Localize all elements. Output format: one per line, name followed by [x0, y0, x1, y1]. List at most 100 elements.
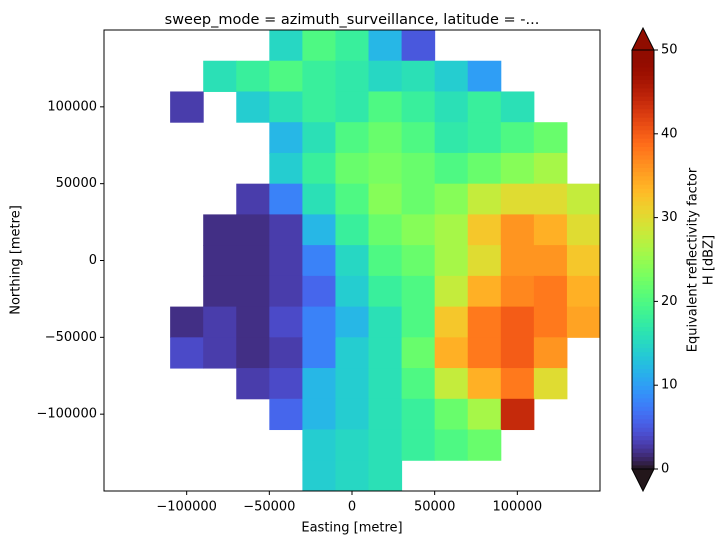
heatmap-cell	[434, 60, 469, 92]
heatmap-cell	[401, 60, 436, 92]
colorbar-swatch	[632, 217, 654, 223]
heatmap-cell	[269, 214, 303, 246]
heatmap-cell	[533, 306, 568, 338]
colorbar-extend	[631, 468, 655, 493]
colorbar-swatch	[632, 129, 654, 135]
heatmap-cell	[302, 368, 336, 400]
colorbar-swatch	[632, 305, 654, 311]
heatmap-cell	[335, 275, 370, 308]
colorbar-swatch	[632, 401, 654, 407]
heatmap-cell	[335, 368, 370, 400]
colorbar-swatch	[632, 381, 654, 386]
heatmap-cell	[401, 30, 436, 62]
heatmap-cell	[203, 245, 237, 277]
colorbar-swatch	[632, 83, 654, 89]
x-tick-label: 50000	[414, 500, 455, 515]
heatmap-cell	[368, 398, 403, 431]
x-tick-label: −50000	[243, 500, 295, 515]
heatmap-cell	[203, 60, 237, 92]
heatmap-cell	[269, 368, 303, 400]
colorbar-swatch	[632, 263, 654, 269]
heatmap-cell	[203, 337, 237, 369]
heatmap-cell	[467, 306, 502, 338]
heatmap-cell	[269, 275, 303, 308]
heatmap-cell	[533, 183, 568, 215]
colorbar-swatch	[632, 418, 654, 424]
heatmap-cell	[236, 214, 270, 246]
colorbar-swatch	[632, 301, 654, 307]
colorbar-swatch	[632, 79, 654, 85]
heatmap-cell	[368, 245, 403, 277]
heatmap-cell	[236, 275, 270, 308]
heatmap-cell	[368, 429, 403, 461]
heatmap-cell	[467, 91, 502, 123]
heatmap-cell	[566, 306, 601, 338]
colorbar-swatch	[632, 167, 654, 173]
heatmap-cell	[368, 275, 403, 308]
heatmap-cell	[467, 429, 502, 461]
colorbar-swatch	[632, 376, 654, 382]
heatmap-cell	[335, 337, 370, 369]
colorbar-swatch	[632, 427, 654, 432]
heatmap-cell	[566, 275, 601, 308]
y-tick-label: 100000	[47, 99, 97, 114]
heatmap-cell	[500, 368, 535, 400]
chart-title: sweep_mode = azimuth_surveillance, latit…	[165, 12, 540, 28]
heatmap-cell	[302, 429, 336, 461]
y-axis-label: Northing [metre]	[9, 205, 24, 315]
colorbar-swatch	[632, 347, 654, 353]
colorbar-swatch	[632, 96, 654, 101]
heatmap-cell	[434, 214, 469, 246]
colorbar-swatch	[632, 154, 654, 160]
colorbar-swatch	[632, 242, 654, 248]
heatmap-cell	[434, 183, 469, 215]
heatmap-cell	[467, 183, 502, 215]
heatmap-cell	[434, 152, 469, 185]
colorbar-swatch	[632, 221, 654, 227]
heatmap-cell	[302, 337, 336, 369]
colorbar-swatch	[632, 255, 654, 261]
x-tick-label: −100000	[156, 500, 217, 515]
colorbar-tick-label: 40	[661, 126, 678, 141]
colorbar-swatch	[632, 309, 654, 315]
heatmap-cell	[203, 306, 237, 338]
colorbar-swatch	[632, 456, 654, 462]
heatmap-cell	[368, 183, 403, 215]
heatmap-cell	[401, 214, 436, 246]
heatmap-cell	[401, 368, 436, 400]
heatmap-cell	[401, 306, 436, 338]
heatmap-cell	[236, 183, 270, 215]
heatmap-cell	[467, 368, 502, 400]
heatmap-cell	[269, 337, 303, 369]
heatmap-cell	[566, 214, 601, 246]
heatmap-cell	[500, 152, 535, 185]
colorbar-swatch	[632, 137, 654, 143]
colorbar-swatch	[632, 431, 654, 437]
heatmap-cell	[236, 306, 270, 338]
heatmap-cell	[467, 122, 502, 154]
colorbar-swatch	[632, 452, 654, 458]
colorbar-swatch	[632, 50, 654, 55]
colorbar-swatch	[632, 368, 654, 374]
x-tick-label: 100000	[493, 500, 543, 515]
colorbar-swatch	[632, 58, 654, 64]
heatmap-cell	[401, 429, 436, 461]
heatmap-cell	[269, 122, 303, 154]
colorbar-swatch	[632, 230, 654, 235]
heatmap-cell	[533, 214, 568, 246]
colorbar-swatch	[632, 343, 654, 349]
heatmap-cell	[302, 398, 336, 431]
colorbar-frame	[631, 49, 655, 470]
colorbar-swatch	[632, 406, 654, 411]
colorbar-swatch	[632, 150, 654, 156]
colorbar-swatch	[632, 422, 654, 428]
colorbar-tick-label: 20	[661, 294, 678, 309]
colorbar-swatch	[632, 284, 654, 290]
heatmap-cell	[500, 398, 535, 431]
heatmap-cell	[203, 214, 237, 246]
heatmap-cell	[401, 152, 436, 185]
heatmap-cell	[269, 398, 303, 431]
colorbar-swatch	[632, 196, 654, 202]
heatmap-cell	[302, 60, 336, 92]
colorbar-swatch	[632, 192, 654, 198]
